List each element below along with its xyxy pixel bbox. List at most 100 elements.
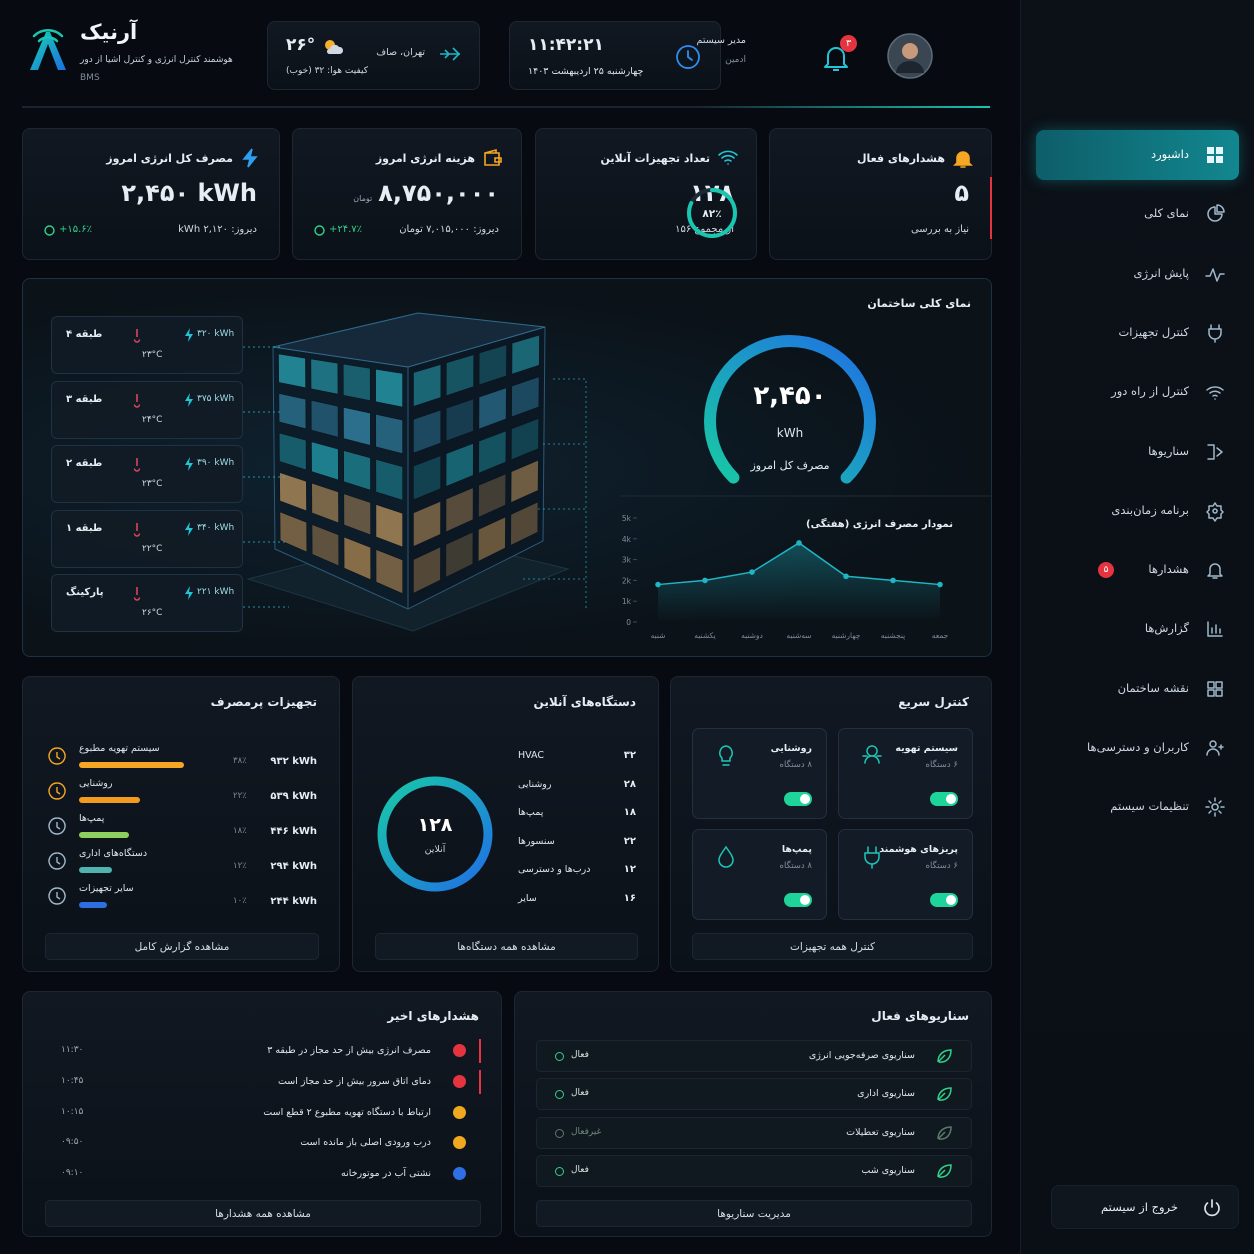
toggle[interactable] <box>930 893 958 907</box>
scenario-row[interactable]: سناریوی تعطیلات غیرفعال <box>536 1116 972 1149</box>
nav-label: هشدارها <box>1148 562 1189 577</box>
nav-item[interactable]: کنترل تجهیزات <box>1036 308 1239 358</box>
toggle[interactable] <box>930 792 958 806</box>
tile-name: روشنایی <box>770 743 812 754</box>
bolt-icon <box>185 521 193 536</box>
icon <box>937 1125 952 1140</box>
kpi-value: ۲,۴۵۰ kWh <box>121 179 257 207</box>
icon <box>718 150 738 165</box>
scenario-row[interactable]: سناریوی اداری فعال <box>536 1078 972 1111</box>
logout-button[interactable]: خروج از سیستم <box>1051 1185 1239 1229</box>
nav-item[interactable]: برنامه زمان‌بندی <box>1036 486 1239 536</box>
consumer-name: دستگاه‌های اداری <box>79 848 148 859</box>
alert-time: ۰۹:۱۰ <box>61 1168 84 1179</box>
icon <box>185 457 193 471</box>
x-tick-label: سه‌شنبه <box>786 631 811 640</box>
building-panel: نمای کلی ساختمان ۲,۴۵۰ kWh مصرف کل امروز 0 1k… <box>22 278 992 657</box>
consumer-energy: ۲۴۴ kWh <box>270 896 317 907</box>
scenario-row[interactable]: سناریوی شب فعال <box>536 1154 972 1187</box>
kpi-icon <box>953 151 973 168</box>
nav-item[interactable]: تنظیمات سیستم <box>1036 782 1239 832</box>
nav-label: کنترل از راه دور <box>1111 384 1189 399</box>
nav-item[interactable]: پایش انرژی <box>1036 249 1239 299</box>
icon <box>1207 621 1223 638</box>
nav-icon-shape <box>1206 502 1224 522</box>
floor-power: ۳۲۰ kWh <box>197 329 235 339</box>
icon <box>676 45 700 69</box>
icon <box>937 1087 952 1102</box>
consumer-energy: ۴۴۶ kWh <box>270 826 317 837</box>
kpi-title: تعداد تجهیزات آنلاین <box>600 152 710 165</box>
weather-temp: ۲۶° <box>286 35 316 55</box>
consumer-bar <box>79 867 112 873</box>
icon <box>48 747 66 765</box>
kpi-icon <box>718 150 738 165</box>
icon <box>718 845 734 868</box>
alerts-button[interactable]: مشاهده همه هشدارها <box>45 1200 481 1227</box>
building-window <box>343 493 371 536</box>
y-tick-label: 3k <box>622 556 632 565</box>
building-window <box>278 432 307 471</box>
toggle[interactable] <box>784 893 812 907</box>
nav-item[interactable]: هشدارها ۵ <box>1036 545 1239 595</box>
control-all-button[interactable]: کنترل همه تجهیزات <box>692 933 973 960</box>
ring-arc <box>377 776 493 892</box>
devices-button[interactable]: مشاهده همه دستگاه‌ها <box>375 933 638 960</box>
nav-label: نقشه ساختمان <box>1117 680 1189 695</box>
consumer-energy: ۵۳۹ kWh <box>270 791 317 802</box>
scenario-name: سناریوی شب <box>861 1164 915 1176</box>
consumer-icon <box>48 747 66 765</box>
tile-devices: ۸ دستگاه <box>779 861 813 871</box>
nav-icon-shape <box>1207 147 1223 163</box>
floor-card: طبقه ۱ ۲۲°C ۳۴۰ kWh <box>51 509 243 568</box>
scenarios-button[interactable]: مدیریت سناریوها <box>536 1200 972 1227</box>
nav-item[interactable]: نقشه ساختمان <box>1036 664 1239 714</box>
y-tick-label: 4k <box>622 535 632 544</box>
icon <box>862 745 882 764</box>
panel-title: نمای کلی ساختمان <box>867 297 971 310</box>
nav-item[interactable]: گزارش‌ها <box>1036 604 1239 654</box>
kpi-change: +۱۵.۶٪ <box>59 224 93 235</box>
icon <box>937 1049 952 1063</box>
toggle[interactable] <box>784 792 812 806</box>
icon <box>133 393 141 408</box>
kpi-sub: دیروز: ۷,۰۱۵,۰۰۰ تومان <box>399 224 499 235</box>
nav-badge: ۵ <box>1098 562 1114 579</box>
building-window <box>511 376 540 418</box>
logo-arc <box>32 29 64 43</box>
alert-message: دمای اتاق سرور بیش از حد مجاز است <box>277 1075 431 1087</box>
nav-label: داشبورد <box>1150 147 1189 161</box>
nav-item[interactable]: داشبورد <box>1036 130 1239 180</box>
icon <box>185 586 193 600</box>
building-window <box>413 455 441 501</box>
icon <box>1207 443 1223 460</box>
bell <box>824 47 848 71</box>
scenario-row[interactable]: سناریوی صرفه‌جویی انرژی فعال <box>536 1040 972 1072</box>
nav-item[interactable]: کاربران و دسترسی‌ها <box>1036 723 1239 773</box>
kpi-accent <box>990 177 992 239</box>
floor-temp: ۲۴°C <box>142 414 163 425</box>
device-name: سایر <box>518 892 537 904</box>
notification-badge[interactable]: ۳ <box>840 35 857 52</box>
device-name: پمپ‌ها <box>518 807 544 818</box>
consumer-bar <box>79 832 129 838</box>
scenario-status: غیرفعال <box>571 1126 602 1137</box>
report-button[interactable]: مشاهده گزارش کامل <box>45 933 319 960</box>
alert-time: ۱۰:۴۵ <box>61 1075 84 1086</box>
tile-name: پمپ‌ها <box>781 844 812 855</box>
icon <box>1207 563 1223 579</box>
nav-item[interactable]: کنترل از راه دور <box>1036 367 1239 417</box>
floor-power: ۳۷۵ kWh <box>197 393 235 404</box>
icon <box>1207 204 1225 223</box>
nav-icon-shape <box>1207 680 1223 697</box>
nav-item[interactable]: نمای کلی <box>1036 189 1239 239</box>
logo <box>30 29 66 70</box>
building-window <box>279 471 307 512</box>
scenario-name: سناریوی اداری <box>857 1088 915 1100</box>
floor-name: طبقه ۳ <box>66 393 103 405</box>
quick-card: کنترل سریع سیستم تهویه ۶ دستگاه روشنایی ۸ دس… <box>670 676 992 972</box>
nav-label: برنامه زمان‌بندی <box>1111 502 1189 517</box>
building-window <box>278 353 306 389</box>
nav-item[interactable]: سناریوها <box>1036 427 1239 477</box>
scenarios-card: سناریوهای فعال سناریوی صرفه‌جویی انرژی فعا… <box>514 991 992 1237</box>
